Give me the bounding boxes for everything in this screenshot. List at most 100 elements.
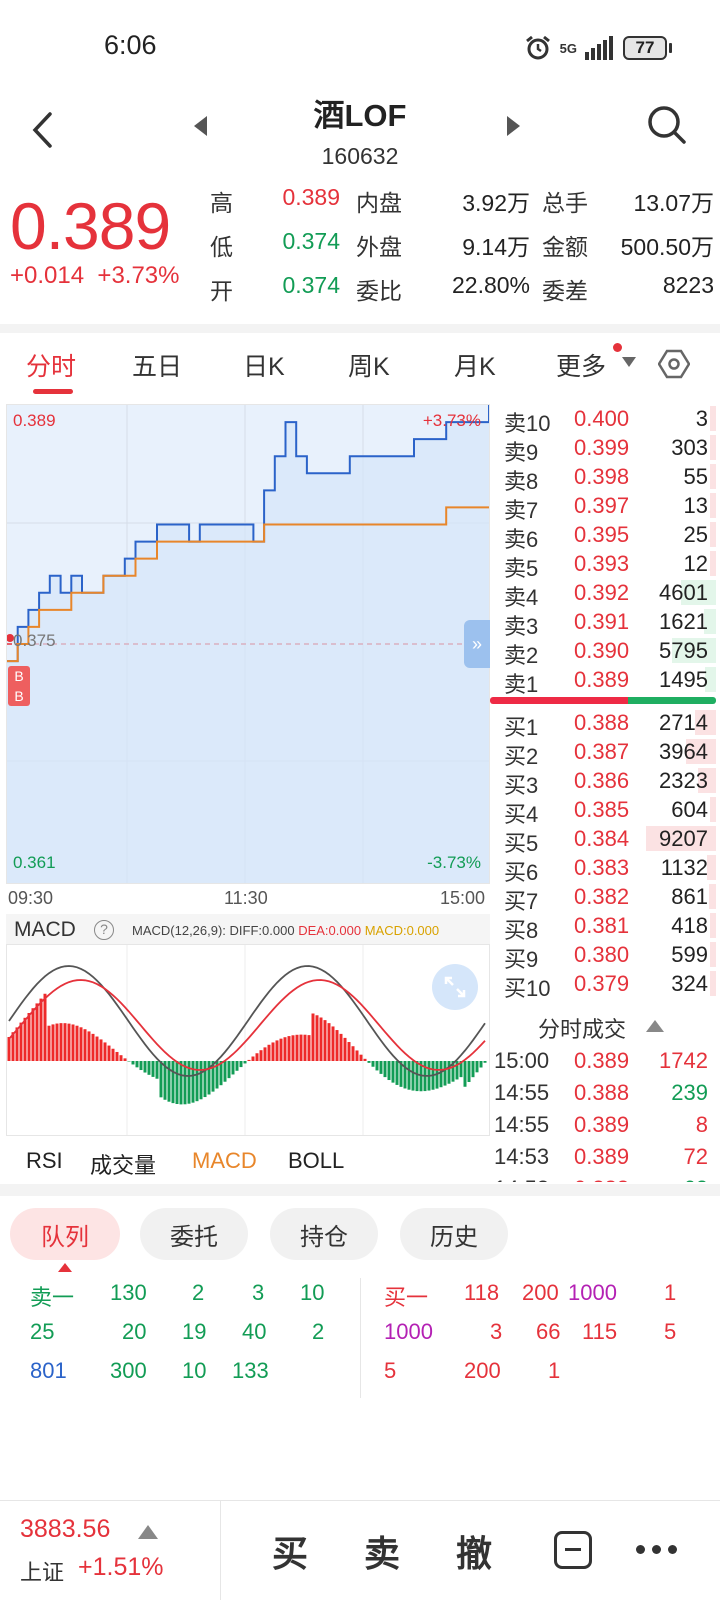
tab-history[interactable]: 历史 [400,1208,508,1260]
tab-intraday[interactable]: 分时 [26,353,77,381]
network-label: 5G [559,40,577,56]
tab-weekly-k[interactable]: 周K [348,353,390,381]
price-line [7,405,489,663]
expand-chart-button[interactable] [432,964,478,1010]
back-button[interactable] [22,106,62,154]
order-level-label: 买3 [504,773,539,798]
queue-item: 115 [582,1319,618,1344]
index-value[interactable]: 3883.56 [20,1515,111,1543]
sell-button[interactable]: 卖 [364,1533,401,1574]
queue-item: 1 [548,1358,561,1383]
prev-security-icon[interactable] [194,116,208,136]
order-volume: 2323 [659,768,708,793]
ask-row[interactable]: 卖8 0.398 55 [490,462,716,494]
trade-time: 14:53 [494,1144,550,1169]
battery-level: 77 [623,36,667,60]
tab-daily-k[interactable]: 日K [243,353,285,381]
order-level-label: 卖6 [504,527,539,552]
queue-item: 5 [664,1319,677,1344]
collapse-button[interactable] [554,1531,592,1569]
bid-row[interactable]: 买6 0.383 1132 [490,853,716,885]
tab-positions[interactable]: 持仓 [270,1208,378,1260]
ask-row[interactable]: 卖7 0.397 13 [490,491,716,523]
macd-dea: DEA:0.000 [298,923,362,938]
help-icon[interactable]: ? [94,920,114,940]
battery-indicator: 77 [623,36,672,60]
ask-row[interactable]: 卖2 0.390 5795 [490,636,716,668]
order-price: 0.391 [574,609,630,634]
trade-price: 0.389 [574,1144,630,1169]
order-volume: 9207 [659,826,708,851]
ask-row[interactable]: 卖4 0.392 4601 [490,578,716,610]
trades-list[interactable]: 15:00 0.389 1742 14:55 0.388 239 14:55 0.389 8 14… [490,1044,716,1182]
order-level-label: 卖8 [504,469,539,494]
cancel-order-button[interactable]: 撤 [456,1533,493,1574]
macd-chart[interactable] [6,944,490,1136]
search-icon[interactable] [646,104,688,146]
order-price: 0.387 [574,739,630,764]
collapse-orderbook-button[interactable]: » [464,620,490,668]
stat-label: 委差 [542,278,588,304]
settings-icon[interactable] [658,349,690,379]
bid-row[interactable]: 买1 0.388 2714 [490,708,716,740]
volume-bar [710,435,716,460]
ask-row[interactable]: 卖1 0.389 1495 [490,665,716,697]
bid-row[interactable]: 买7 0.382 861 [490,882,716,914]
bid-row[interactable]: 买8 0.381 418 [490,911,716,943]
trade-price: 0.389 [574,1048,630,1073]
queue-item: 118 [464,1280,500,1305]
indicator-rsi[interactable]: RSI [26,1148,63,1173]
order-volume: 4601 [659,580,708,605]
queue-item: 2 [192,1280,205,1305]
order-price: 0.400 [574,406,630,431]
title-block: 酒LOF 160632 [0,96,720,174]
ask-row[interactable]: 卖10 0.400 3 [490,404,716,436]
queue-item: 5 [384,1358,397,1383]
order-volume: 604 [671,797,708,822]
indicator-volume[interactable]: 成交量 [90,1153,157,1178]
volume-bar [695,710,716,735]
chevron-down-icon[interactable] [622,357,636,367]
order-price: 0.382 [574,884,630,909]
trades-header[interactable]: 分时成交 [490,1008,716,1042]
queue-buy-label: 买一 [384,1285,429,1310]
ask-row[interactable]: 卖9 0.399 303 [490,433,716,465]
queue-item: 19 [182,1319,207,1344]
queue-item: 25 [30,1319,55,1344]
time-tick: 15:00 [440,888,486,908]
last-price: 0.389 [10,189,171,263]
tab-monthly-k[interactable]: 月K [454,353,496,381]
macd-diff: DIFF:0.000 [229,923,295,938]
indicator-macd[interactable]: MACD [192,1148,257,1173]
price-area [7,405,489,883]
ask-row[interactable]: 卖3 0.391 1621 [490,607,716,639]
bid-row[interactable]: 买3 0.386 2323 [490,766,716,798]
tab-queue[interactable]: 队列 [10,1208,120,1260]
trades-title: 分时成交 [538,1017,627,1042]
trade-time: 15:00 [494,1048,550,1073]
order-level-label: 卖3 [504,614,539,639]
order-price: 0.384 [574,826,630,851]
intraday-chart[interactable]: 0.389 0.375 0.361 +3.73% -3.73% [6,404,490,884]
bid-row[interactable]: 买2 0.387 3964 [490,737,716,769]
tab-five-day[interactable]: 五日 [132,353,183,381]
bid-row[interactable]: 买4 0.385 604 [490,795,716,827]
stat-label: 低 [210,234,233,260]
indicator-boll[interactable]: BOLL [288,1148,345,1173]
more-options-button[interactable] [636,1545,677,1554]
bid-row[interactable]: 买10 0.379 324 [490,969,716,1001]
ask-row[interactable]: 卖6 0.395 25 [490,520,716,552]
indicator-tabs: RSI 成交量 MACD BOLL [6,1136,490,1182]
tab-underline [33,389,73,394]
buy-button[interactable]: 买 [272,1533,309,1574]
bid-row[interactable]: 买9 0.380 599 [490,940,716,972]
bid-row[interactable]: 买5 0.384 9207 [490,824,716,856]
tab-orders[interactable]: 委托 [140,1208,248,1260]
stat-value: 9.14万 [462,234,530,260]
next-security-icon[interactable] [506,116,520,136]
order-price: 0.397 [574,493,630,518]
notification-dot [613,343,622,352]
tab-more[interactable]: 更多 [556,353,607,381]
ask-row[interactable]: 卖5 0.393 12 [490,549,716,581]
